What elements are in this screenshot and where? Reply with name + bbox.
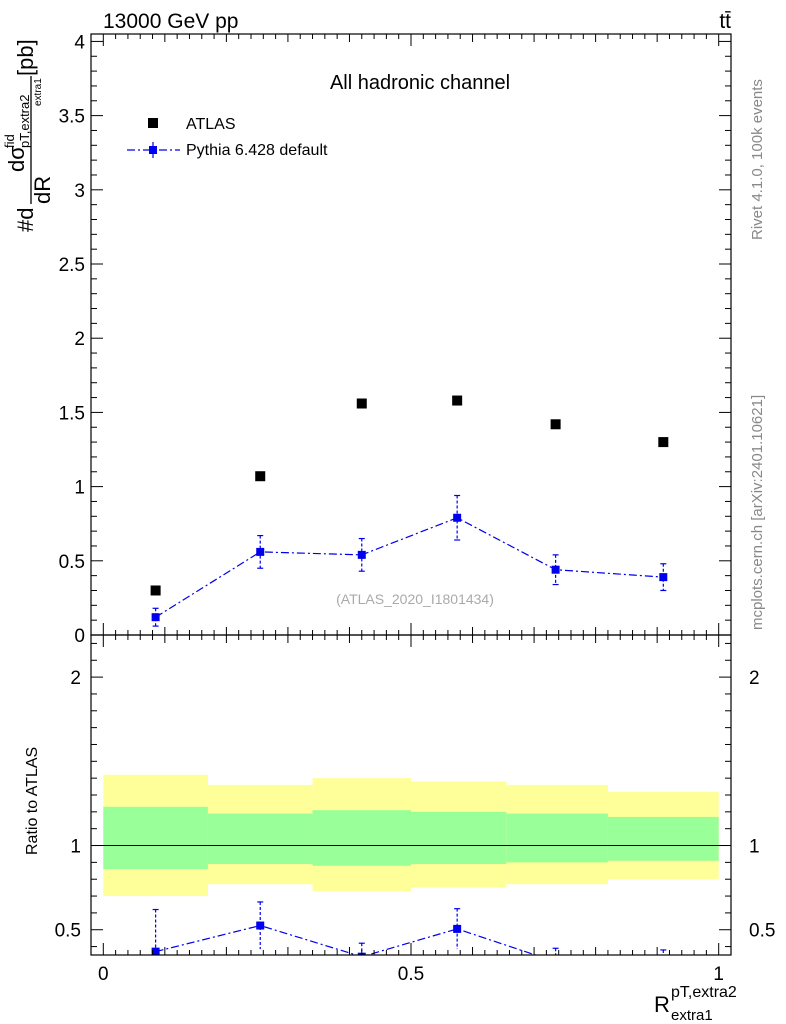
xtick-label: 1	[713, 964, 724, 985]
legend-label-atlas: ATLAS	[186, 116, 236, 133]
ylabel-units: [pb]	[13, 39, 38, 76]
ratio-panel: 0.5 0.5 1 1 2 2 Ratio to ATLAS	[24, 642, 775, 967]
ratio-band-green	[103, 806, 208, 870]
main-panel: All hadronic channel (ATLAS_2020_I180143…	[2, 32, 731, 647]
ylabel-denominator-sub: extra1	[33, 78, 44, 106]
ratio-ytick-label: 1	[70, 837, 81, 858]
main-ytick-label: 0	[74, 626, 85, 647]
ratio-pythia-point	[453, 924, 462, 933]
main-ytick-label: 0.5	[59, 552, 85, 573]
ratio-pythia-point	[151, 947, 160, 955]
ratio-band-green	[607, 816, 719, 861]
atlas-point	[150, 585, 161, 596]
ylabel-numerator-sub: pT,extra2	[17, 95, 32, 148]
pythia-point	[453, 513, 462, 522]
ratio-pythia-point	[256, 921, 265, 930]
ylabel-denominator: dR	[30, 176, 55, 204]
xlabel-sup: pT,extra2	[671, 984, 737, 1001]
ratio-ytick-label: 2	[70, 668, 81, 689]
atlas-point	[550, 419, 561, 430]
main-ytick-label: 2	[74, 329, 85, 350]
atlas-point	[658, 437, 669, 448]
ylabel-prefix: #d	[13, 208, 38, 232]
atlas-point	[255, 471, 266, 482]
pythia-point	[659, 573, 668, 582]
ratio-pythia-line	[155, 924, 538, 955]
process-label: tt̄	[719, 10, 731, 33]
legend-marker-atlas	[148, 118, 158, 128]
ratio-pythia-point	[659, 959, 667, 967]
main-ytick-label: 1.5	[59, 403, 85, 424]
ratio-band-green	[506, 813, 608, 863]
main-y-axis-label: #d dσ fid pT,extra2 dR extra1 [pb]	[2, 39, 55, 232]
ratio-band-green	[207, 813, 313, 865]
atlas-point	[356, 398, 367, 409]
ratio-ytick-label-right: 0.5	[749, 921, 775, 942]
pythia-point	[357, 550, 366, 559]
main-ytick-label: 4	[74, 32, 85, 53]
pythia-point	[551, 565, 560, 574]
energy-label: 13000 GeV pp	[103, 10, 238, 33]
rivet-label: Rivet 4.1.0, 100k events	[749, 79, 766, 240]
ylabel-numerator: dσ	[4, 146, 29, 172]
xtick-label: 0.5	[398, 964, 424, 985]
ratio-ytick-label-right: 2	[749, 668, 760, 689]
ratio-frame	[90, 634, 732, 956]
mcplots-label: mcplots.cern.ch [arXiv:2401.10621]	[749, 395, 766, 630]
ratio-ytick-label: 0.5	[55, 921, 81, 942]
pythia-line	[155, 517, 664, 618]
main-ytick-label: 3	[74, 181, 85, 202]
ratio-pythia-point	[552, 958, 560, 966]
ylabel-numerator-sup: fid	[2, 134, 17, 148]
ratio-y-axis-label: Ratio to ATLAS	[24, 747, 41, 855]
main-ytick-label: 1	[74, 478, 85, 499]
watermark: (ATLAS_2020_I1801434)	[336, 591, 494, 607]
ratio-band-green	[411, 811, 507, 865]
ratio-ytick-label-right: 1	[749, 837, 760, 858]
xlabel-sub: extra1	[671, 1007, 713, 1024]
pythia-point	[256, 547, 265, 556]
x-axis-label: R pT,extra2 extra1	[654, 984, 737, 1024]
atlas-point	[452, 395, 463, 406]
ratio-band-green	[312, 810, 411, 866]
main-title: All hadronic channel	[330, 72, 510, 94]
xtick-label: 0	[98, 964, 109, 985]
main-ytick-label: 3.5	[59, 107, 85, 128]
pythia-point	[151, 613, 160, 622]
legend: ATLAS Pythia 6.428 default	[127, 116, 328, 159]
xlabel-main: R	[654, 992, 670, 1017]
legend-marker-pythia	[149, 146, 157, 154]
main-ytick-label: 2.5	[59, 255, 85, 276]
legend-label-pythia: Pythia 6.428 default	[186, 142, 328, 159]
